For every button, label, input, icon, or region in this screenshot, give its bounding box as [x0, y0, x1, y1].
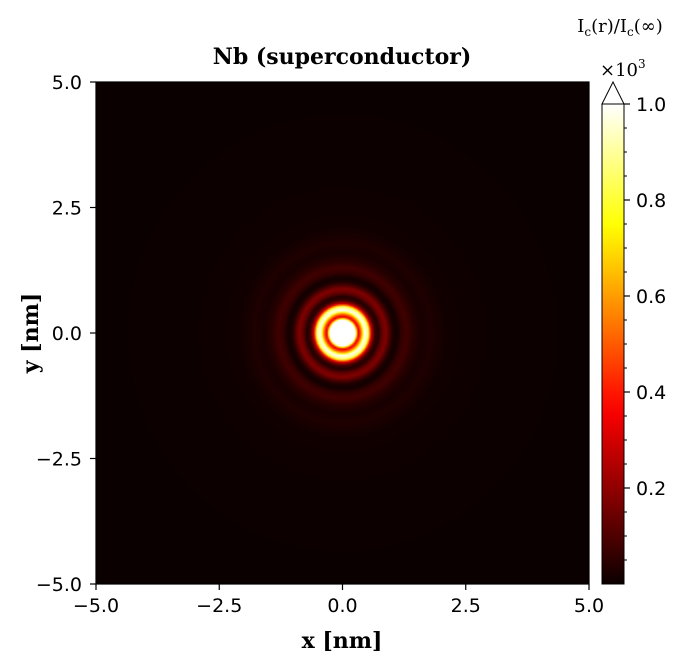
colorbar-multiplier: ×103 [600, 57, 646, 81]
heatmap-image [96, 82, 589, 584]
colorbar-tick-label: 0.6 [636, 286, 666, 308]
chart-title: Nb (superconductor) [213, 44, 472, 70]
colorbar-tick-label: 0.2 [636, 478, 666, 500]
y-axis-ticks: −5.0 −2.5 0.0 2.5 5.0 [36, 72, 96, 596]
x-tick-label: 5.0 [574, 595, 604, 617]
colorbar-ticks: 0.2 0.4 0.6 0.8 1.0 [624, 94, 666, 561]
x-axis-label: x [nm] [302, 628, 383, 654]
colorbar: 0.2 0.4 0.6 0.8 1.0 Ic(r)/Ic(∞) ×103 [577, 16, 666, 585]
x-tick-label: 0.0 [327, 595, 357, 617]
y-tick-label: −5.0 [36, 574, 82, 596]
y-axis-label: y [nm] [18, 293, 44, 375]
y-tick-label: 2.5 [52, 198, 82, 220]
x-tick-label: 2.5 [451, 595, 481, 617]
y-tick-label: −2.5 [36, 449, 82, 471]
colorbar-gradient [602, 104, 624, 584]
x-tick-label: −2.5 [196, 595, 242, 617]
colorbar-tick-label: 1.0 [636, 94, 666, 116]
colorbar-extend-arrow [601, 80, 625, 105]
colorbar-label: Ic(r)/Ic(∞) [577, 16, 662, 39]
heatmap-area [95, 81, 590, 585]
x-axis-ticks: −5.0 −2.5 0.0 2.5 5.0 [73, 584, 604, 617]
colorbar-tick-label: 0.8 [636, 190, 666, 212]
y-tick-label: 5.0 [52, 72, 82, 94]
y-tick-label: 0.0 [52, 323, 82, 345]
colorbar-tick-label: 0.4 [636, 382, 666, 404]
x-tick-label: −5.0 [73, 595, 119, 617]
